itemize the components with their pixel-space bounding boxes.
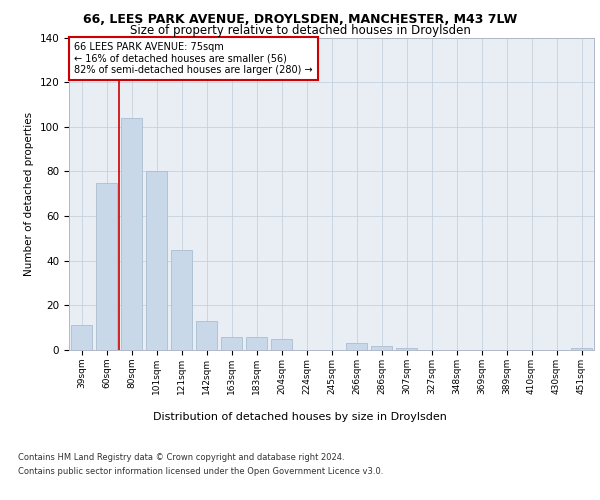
Bar [271, 339, 292, 350]
Bar [146, 172, 167, 350]
Text: Size of property relative to detached houses in Droylsden: Size of property relative to detached ho… [130, 24, 470, 37]
Bar [121, 118, 142, 350]
Bar [196, 321, 217, 350]
Bar [96, 182, 117, 350]
Text: 66 LEES PARK AVENUE: 75sqm
← 16% of detached houses are smaller (56)
82% of semi: 66 LEES PARK AVENUE: 75sqm ← 16% of deta… [74, 42, 313, 76]
Bar [571, 348, 592, 350]
Y-axis label: Number of detached properties: Number of detached properties [24, 112, 34, 276]
Text: Contains public sector information licensed under the Open Government Licence v3: Contains public sector information licen… [18, 467, 383, 476]
Text: Contains HM Land Registry data © Crown copyright and database right 2024.: Contains HM Land Registry data © Crown c… [18, 454, 344, 462]
Bar [71, 326, 92, 350]
Bar [371, 346, 392, 350]
Bar [346, 344, 367, 350]
Text: 66, LEES PARK AVENUE, DROYLSDEN, MANCHESTER, M43 7LW: 66, LEES PARK AVENUE, DROYLSDEN, MANCHES… [83, 13, 517, 26]
Bar [246, 336, 267, 350]
Text: Distribution of detached houses by size in Droylsden: Distribution of detached houses by size … [153, 412, 447, 422]
Bar [221, 336, 242, 350]
Bar [396, 348, 417, 350]
Bar [171, 250, 192, 350]
